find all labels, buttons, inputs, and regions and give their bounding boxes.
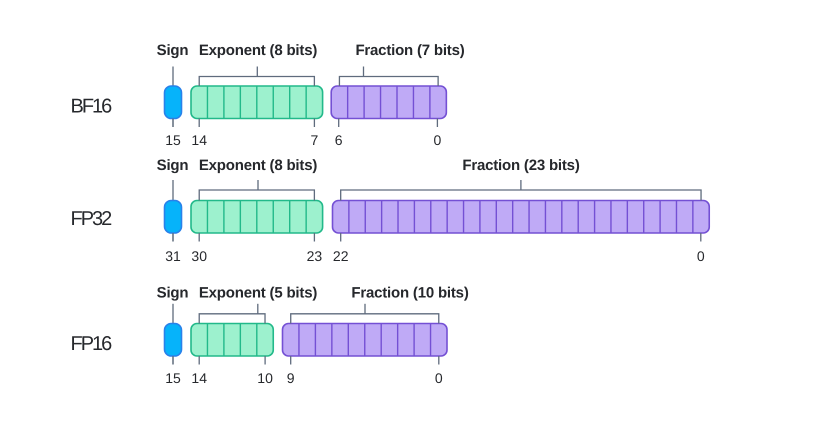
svg-text:7: 7	[311, 132, 319, 148]
svg-text:10: 10	[257, 370, 273, 386]
svg-text:30: 30	[191, 248, 207, 264]
svg-text:0: 0	[435, 370, 443, 386]
svg-text:6: 6	[335, 132, 343, 148]
svg-text:Sign: Sign	[157, 157, 189, 174]
svg-text:Fraction (7 bits): Fraction (7 bits)	[355, 42, 464, 59]
svg-text:Exponent (5 bits): Exponent (5 bits)	[199, 285, 317, 302]
svg-text:FP16: FP16	[70, 333, 112, 355]
svg-text:Fraction (10 bits): Fraction (10 bits)	[351, 285, 468, 302]
svg-text:31: 31	[165, 248, 181, 264]
svg-text:Exponent (8 bits): Exponent (8 bits)	[199, 157, 317, 174]
svg-text:Fraction (23 bits): Fraction (23 bits)	[462, 157, 579, 174]
svg-text:22: 22	[333, 248, 349, 264]
svg-text:Exponent (8 bits): Exponent (8 bits)	[199, 42, 317, 59]
svg-text:15: 15	[165, 370, 181, 386]
svg-text:15: 15	[165, 132, 181, 148]
svg-text:Sign: Sign	[157, 42, 189, 59]
svg-text:0: 0	[697, 248, 705, 264]
svg-text:0: 0	[434, 132, 442, 148]
svg-text:14: 14	[191, 132, 207, 148]
svg-text:9: 9	[287, 370, 295, 386]
svg-text:BF16: BF16	[70, 95, 112, 117]
svg-text:Sign: Sign	[157, 285, 189, 302]
svg-text:14: 14	[191, 370, 207, 386]
svg-text:23: 23	[307, 248, 323, 264]
svg-text:FP32: FP32	[70, 208, 112, 230]
